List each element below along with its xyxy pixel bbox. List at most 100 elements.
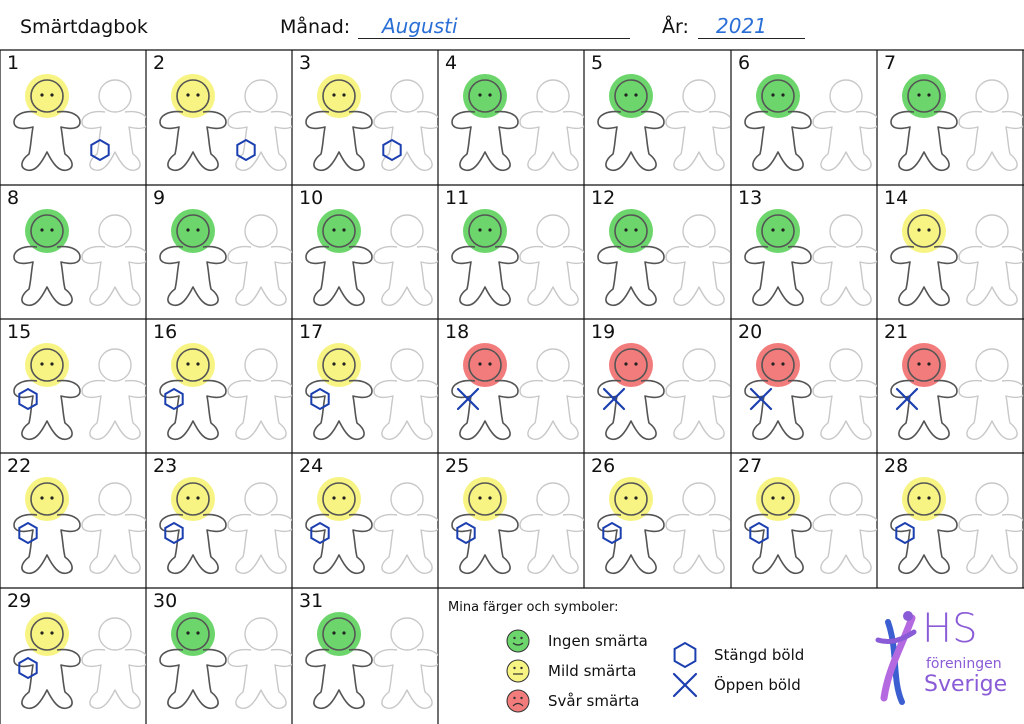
day-number: 21 <box>884 321 909 343</box>
body-figure-icon <box>597 209 730 307</box>
day-number: 5 <box>591 52 604 74</box>
body-figure-icon <box>305 612 438 710</box>
day-number: 24 <box>299 455 324 477</box>
body-figure-icon <box>13 343 146 441</box>
day-number: 7 <box>884 52 897 74</box>
sad-face-icon <box>506 689 530 713</box>
day-number: 4 <box>445 52 458 74</box>
day-cell: 13 <box>731 185 877 319</box>
legend: Mina färger och symboler: Ingen smärta M… <box>438 588 1024 724</box>
day-cell: 27 <box>731 453 877 587</box>
day-cell: 25 <box>438 453 584 587</box>
day-cell: 2 <box>146 50 292 184</box>
day-number: 3 <box>299 52 312 74</box>
day-cell: 5 <box>584 50 730 184</box>
logo-line1: föreningen <box>926 656 1002 672</box>
day-cell: 4 <box>438 50 584 184</box>
day-number: 26 <box>591 455 616 477</box>
body-figure-icon <box>597 74 730 172</box>
page-title: Smärtdagbok <box>20 16 148 38</box>
happy-face-icon <box>506 629 530 653</box>
day-number: 27 <box>738 455 763 477</box>
body-figure-icon <box>744 209 877 307</box>
body-figure-icon <box>305 343 438 441</box>
page-header: Smärtdagbok Månad: Augusti År: 2021 <box>0 0 1024 50</box>
day-cell: 22 <box>0 453 146 587</box>
day-number: 11 <box>445 187 470 209</box>
hs-logo-figure-icon <box>875 611 917 705</box>
body-figure-icon <box>305 209 438 307</box>
year-line <box>698 18 805 39</box>
day-number: 30 <box>153 590 178 612</box>
day-cell: 8 <box>0 185 146 319</box>
year-label: År: <box>662 16 689 38</box>
day-cell: 3 <box>292 50 438 184</box>
year-value: 2021 <box>716 14 767 38</box>
body-figure-icon <box>159 612 292 710</box>
legend-title: Mina färger och symboler: <box>448 600 619 615</box>
body-figure-icon <box>890 343 1023 441</box>
body-figure-icon <box>159 74 292 172</box>
day-cell: 19 <box>584 319 730 453</box>
day-number: 12 <box>591 187 616 209</box>
day-cell: 23 <box>146 453 292 587</box>
day-cell: 12 <box>584 185 730 319</box>
body-figure-icon <box>305 477 438 575</box>
day-number: 2 <box>153 52 166 74</box>
body-figure-icon <box>451 343 584 441</box>
body-figure-icon <box>305 74 438 172</box>
day-number: 31 <box>299 590 324 612</box>
day-cell: 9 <box>146 185 292 319</box>
body-figure-icon <box>13 477 146 575</box>
day-cell: 24 <box>292 453 438 587</box>
body-figure-icon <box>597 343 730 441</box>
body-figure-icon <box>597 477 730 575</box>
day-cell: 14 <box>877 185 1023 319</box>
day-cell: 7 <box>877 50 1023 184</box>
day-number: 29 <box>7 590 32 612</box>
body-figure-icon <box>13 74 146 172</box>
body-figure-icon <box>159 343 292 441</box>
hexagon-icon <box>673 641 697 669</box>
day-cell: 20 <box>731 319 877 453</box>
day-cell: 31 <box>292 588 438 722</box>
day-number: 1 <box>7 52 20 74</box>
day-cell: 26 <box>584 453 730 587</box>
day-cell: 10 <box>292 185 438 319</box>
body-figure-icon <box>13 209 146 307</box>
body-figure-icon <box>451 74 584 172</box>
legend-pain-label: Ingen smärta <box>548 632 648 650</box>
body-figure-icon <box>159 477 292 575</box>
day-number: 14 <box>884 187 909 209</box>
legend-symbol-label: Öppen böld <box>714 676 801 694</box>
day-number: 15 <box>7 321 32 343</box>
day-cell: 6 <box>731 50 877 184</box>
body-figure-icon <box>451 209 584 307</box>
day-cell: 18 <box>438 319 584 453</box>
day-cell: 15 <box>0 319 146 453</box>
body-figure-icon <box>159 209 292 307</box>
day-number: 20 <box>738 321 763 343</box>
logo-line2: Sverige <box>924 672 1008 697</box>
neutral-face-icon <box>506 659 530 683</box>
legend-pain-label: Svår smärta <box>548 692 640 710</box>
day-number: 19 <box>591 321 616 343</box>
body-figure-icon <box>13 612 146 710</box>
day-number: 18 <box>445 321 470 343</box>
day-cell: 11 <box>438 185 584 319</box>
body-figure-icon <box>744 74 877 172</box>
day-number: 9 <box>153 187 166 209</box>
day-number: 22 <box>7 455 32 477</box>
body-figure-icon <box>890 209 1023 307</box>
hs-logo: HS föreningen Sverige <box>870 606 1020 710</box>
day-cell: 21 <box>877 319 1023 453</box>
day-cell: 30 <box>146 588 292 722</box>
day-cell: 17 <box>292 319 438 453</box>
month-value: Augusti <box>382 14 458 38</box>
logo-letters: HS <box>922 606 978 652</box>
day-number: 6 <box>738 52 751 74</box>
body-figure-icon <box>744 343 877 441</box>
day-cell: 28 <box>877 453 1023 587</box>
month-line <box>358 18 630 39</box>
month-label: Månad: <box>280 16 351 38</box>
